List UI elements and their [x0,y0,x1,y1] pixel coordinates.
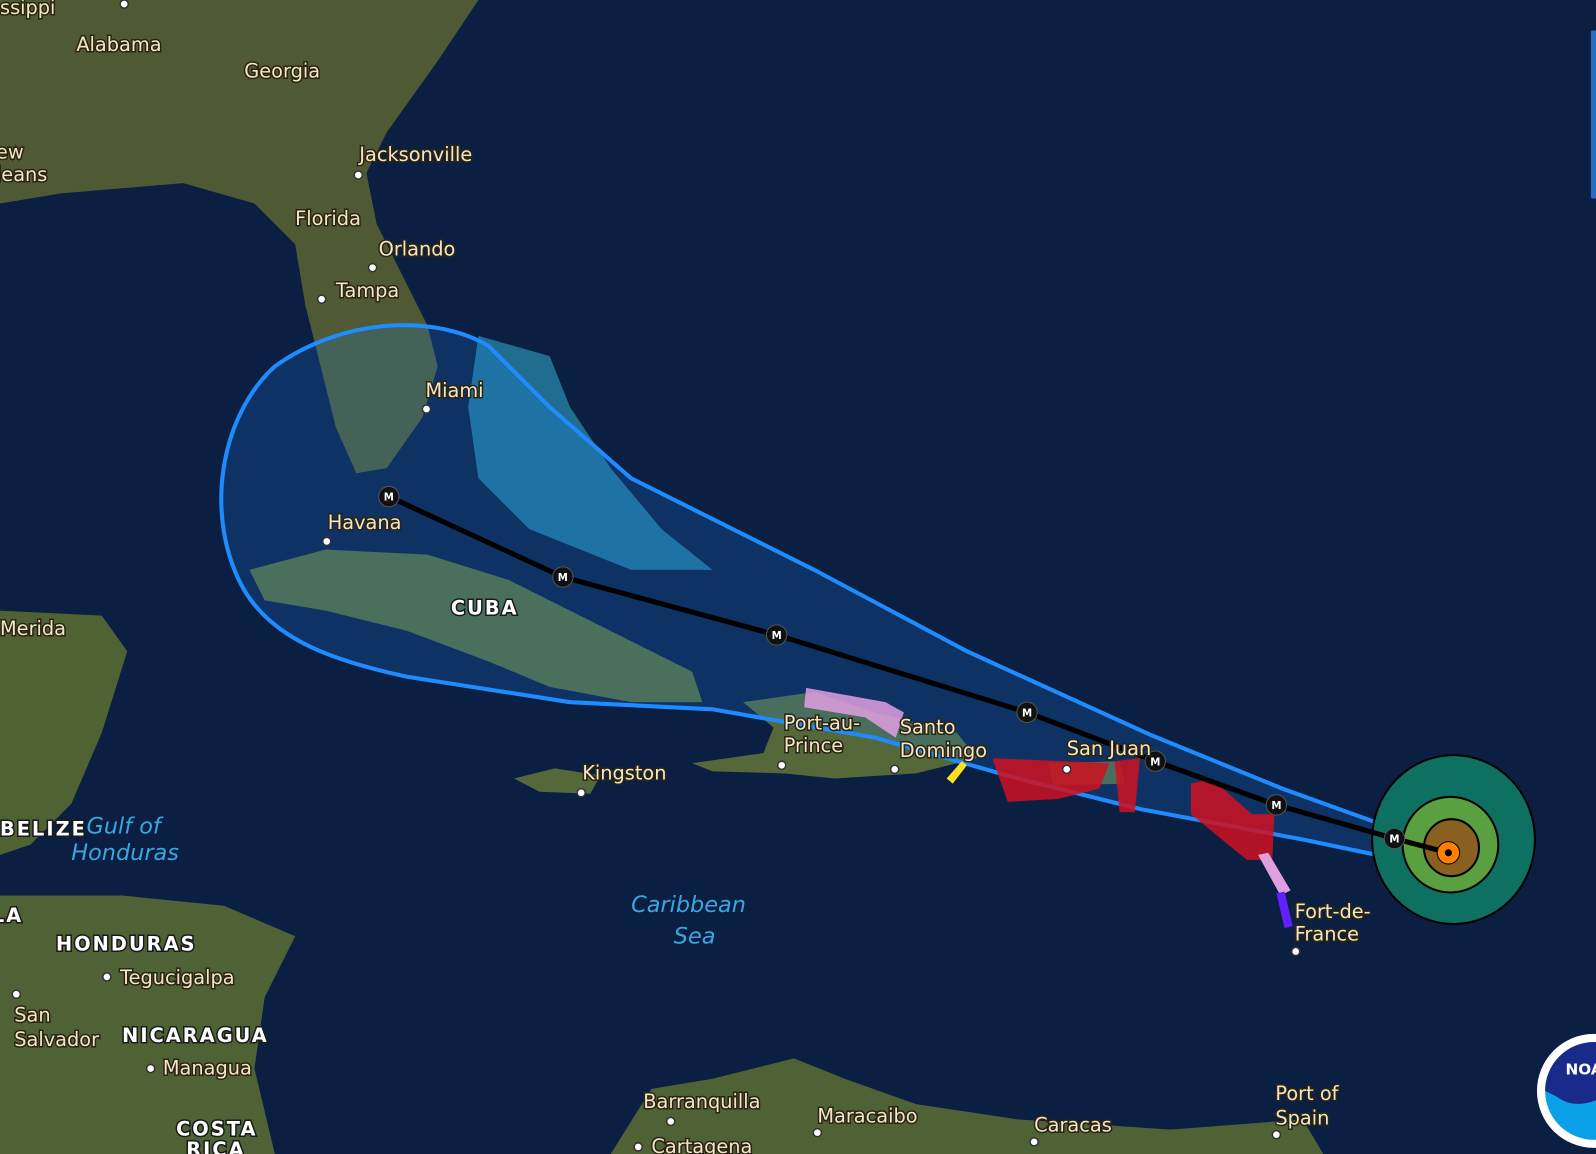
track-point-marker[interactable]: M [378,485,400,508]
land-jamaica [514,768,601,794]
label-georgia: Georgia [244,59,320,82]
noaa-logo: NOAA [1536,1033,1596,1148]
label-costa-rica: COSTA [176,1118,257,1141]
label-port-au-prince: Prince [784,734,843,757]
svg-text:M: M [1150,757,1160,768]
label-san-salvador: San [14,1004,50,1027]
track-point-marker[interactable]: M [765,624,788,646]
land-southeast-us [0,0,479,474]
land-yucatan [0,610,128,855]
wind-radii[interactable] [1371,754,1536,926]
label-miami: Miami [425,379,483,402]
place-labels: ssippi Alabama Georgia ew leans Jacksonv… [0,0,1372,1154]
label-fort-de-france: Fort-de- [1295,900,1371,923]
land-south-america [610,1058,1324,1154]
label-merida: Merida [0,617,66,640]
side-panel-handle[interactable] [1590,30,1596,199]
track-markers[interactable]: M M M M M M M [378,485,1406,850]
label-fort-de-france: France [1295,922,1359,945]
label-gulf-of-honduras: Gulf of [87,813,164,839]
label-santo-domingo: Santo [900,716,956,739]
label-caracas: Caracas [1034,1114,1112,1137]
tropical-storm-warning-area[interactable] [1276,891,1293,929]
svg-text:M: M [384,493,394,504]
land-hispaniola [692,691,978,779]
tropical-storm-watch-area[interactable] [946,761,967,784]
track-point-marker[interactable]: M [552,566,574,588]
label-caribbean-sea: Sea [674,923,716,949]
label-nicaragua: NICARAGUA [122,1024,269,1047]
svg-text:M: M [558,573,568,584]
land-cuba [249,549,703,703]
hurricane-watch-area-guadeloupe[interactable] [1258,852,1291,896]
label-new-orleans: leans [0,163,47,186]
label-santo-domingo: Domingo [900,739,987,762]
track-point-marker[interactable]: M [1016,701,1038,724]
svg-text:M: M [772,631,782,642]
label-gulf-of-honduras: Honduras [71,840,179,866]
label-port-of-spain: Port of [1275,1082,1339,1105]
label-port-of-spain: Spain [1275,1106,1329,1129]
hurricane-watch-area[interactable] [804,687,904,738]
label-orlando: Orlando [379,237,456,260]
forecast-track-line [387,494,1450,856]
label-kingston: Kingston [582,762,666,785]
hurricane-warning-area-leewards[interactable] [1190,778,1275,860]
label-san-salvador: Salvador [14,1028,99,1051]
label-barranquilla: Barranquilla [643,1090,760,1113]
label-havana: Havana [328,511,402,534]
label-cuba: CUBA [451,597,519,620]
label-jacksonville: Jacksonville [358,143,472,166]
label-honduras: HONDURAS [56,932,197,955]
hurricane-warning-area-pr[interactable] [992,758,1140,813]
label-guatemala: LA [0,904,23,927]
svg-text:M: M [1271,801,1281,812]
track-point-marker[interactable]: M [1265,794,1288,816]
track-point-marker[interactable]: M [1383,827,1406,850]
label-san-juan: San Juan [1067,737,1152,760]
storm-center-icon[interactable] [1436,841,1461,865]
label-belize: BELIZE [0,817,87,840]
land-layer [0,0,1324,1154]
svg-text:M: M [1389,835,1399,846]
label-new-orleans: ew [0,141,24,164]
label-caribbean-sea: Caribbean [631,892,746,918]
label-mississippi: ssippi [0,0,55,19]
forecast-cone[interactable] [219,323,1467,868]
label-cartagena: Cartagena [651,1135,752,1154]
svg-text:NOAA: NOAA [1565,1061,1596,1079]
land-central-america [0,895,296,1154]
label-maracaibo: Maracaibo [817,1104,917,1127]
label-florida: Florida [295,207,361,230]
label-costa-rica: RICA [186,1138,245,1154]
svg-text:M: M [1022,708,1032,719]
label-tegucigalpa: Tegucigalpa [119,966,235,989]
label-alabama: Alabama [76,33,161,56]
label-tampa: Tampa [335,279,399,302]
city-markers [11,0,1301,1152]
shallow-bahamas [468,335,713,570]
label-port-au-prince: Port-au- [784,712,860,735]
track-point-marker[interactable]: M [1144,750,1166,772]
label-managua: Managua [163,1057,252,1080]
